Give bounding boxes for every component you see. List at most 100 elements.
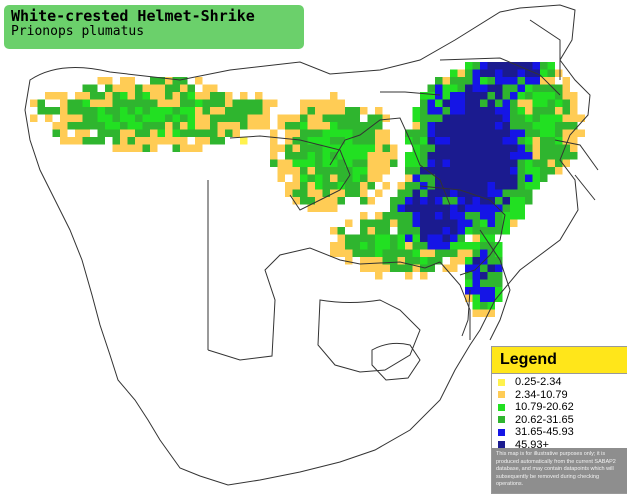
grid-cell	[472, 174, 480, 182]
grid-cell	[187, 107, 195, 115]
grid-cell	[165, 137, 173, 145]
grid-cell	[307, 189, 315, 197]
grid-cell	[427, 129, 435, 137]
grid-cell	[570, 107, 578, 115]
grid-cell	[232, 107, 240, 115]
grid-cell	[45, 107, 53, 115]
grid-cell	[405, 167, 413, 175]
grid-cell	[97, 77, 105, 85]
grid-cell	[105, 99, 113, 107]
grid-cell	[97, 92, 105, 100]
grid-cell	[195, 114, 203, 122]
grid-cell	[540, 84, 548, 92]
species-scientific-name: Prionops plumatus	[11, 24, 145, 39]
grid-cell	[547, 144, 555, 152]
grid-cell	[465, 167, 473, 175]
grid-cell	[525, 69, 533, 77]
grid-cell	[367, 242, 375, 250]
grid-cell	[480, 204, 488, 212]
grid-cell	[382, 152, 390, 160]
grid-cell	[360, 189, 368, 197]
grid-cell	[195, 129, 203, 137]
grid-cell	[465, 107, 473, 115]
grid-cell	[165, 99, 173, 107]
grid-cell	[360, 182, 368, 190]
grid-cell	[337, 182, 345, 190]
grid-cell	[510, 159, 518, 167]
grid-cell	[322, 152, 330, 160]
grid-cell	[292, 174, 300, 182]
grid-cell	[247, 99, 255, 107]
grid-cell	[450, 122, 458, 130]
grid-cell	[285, 189, 293, 197]
grid-cell	[337, 137, 345, 145]
legend-label: 0.25-2.34	[515, 376, 562, 389]
grid-cell	[472, 287, 480, 295]
grid-cell	[255, 114, 263, 122]
grid-cell	[570, 144, 578, 152]
grid-cell	[547, 69, 555, 77]
grid-cell	[165, 84, 173, 92]
grid-cell	[300, 182, 308, 190]
legend-label: 45.93+	[515, 438, 549, 451]
grid-cell	[300, 159, 308, 167]
grid-cell	[277, 114, 285, 122]
grid-cell	[480, 62, 488, 70]
grid-cell	[52, 122, 60, 130]
grid-cell	[367, 264, 375, 272]
grid-cell	[352, 137, 360, 145]
grid-cell	[382, 114, 390, 122]
grid-cell	[442, 159, 450, 167]
grid-cell	[135, 137, 143, 145]
grid-cell	[150, 77, 158, 85]
grid-cell	[465, 279, 473, 287]
grid-cell	[195, 99, 203, 107]
grid-cell	[142, 92, 150, 100]
grid-cell	[127, 99, 135, 107]
grid-cell	[450, 159, 458, 167]
grid-cell	[577, 114, 585, 122]
legend-swatch	[498, 441, 505, 449]
grid-cell	[210, 92, 218, 100]
grid-cell	[517, 99, 525, 107]
grid-cell	[292, 144, 300, 152]
grid-cell	[495, 272, 503, 280]
grid-cell	[435, 219, 443, 227]
legend-item: 31.65-45.93	[498, 426, 627, 439]
grid-cell	[510, 219, 518, 227]
grid-cell	[330, 197, 338, 205]
grid-cell	[540, 144, 548, 152]
grid-cell	[217, 99, 225, 107]
grid-cell	[195, 107, 203, 115]
grid-cell	[555, 107, 563, 115]
grid-cell	[202, 99, 210, 107]
grid-cell	[247, 122, 255, 130]
grid-cell	[105, 84, 113, 92]
grid-cell	[487, 234, 495, 242]
grid-cell	[330, 174, 338, 182]
grid-cell	[330, 107, 338, 115]
grid-cell	[172, 77, 180, 85]
grid-cell	[90, 84, 98, 92]
grid-cell	[547, 62, 555, 70]
grid-cell	[360, 122, 368, 130]
grid-cell	[427, 189, 435, 197]
grid-cell	[112, 107, 120, 115]
grid-cell	[435, 84, 443, 92]
grid-cell	[345, 219, 353, 227]
grid-cell	[517, 92, 525, 100]
legend-item: 45.93+	[498, 439, 627, 452]
grid-cell	[90, 114, 98, 122]
grid-cell	[502, 122, 510, 130]
grid-cell	[337, 249, 345, 257]
grid-cell	[480, 219, 488, 227]
grid-cell	[337, 99, 345, 107]
grid-cell	[315, 174, 323, 182]
grid-cell	[105, 114, 113, 122]
grid-cell	[480, 152, 488, 160]
grid-cell	[472, 189, 480, 197]
grid-cell	[465, 152, 473, 160]
grid-cell	[270, 152, 278, 160]
grid-cell	[390, 242, 398, 250]
grid-cell	[487, 114, 495, 122]
